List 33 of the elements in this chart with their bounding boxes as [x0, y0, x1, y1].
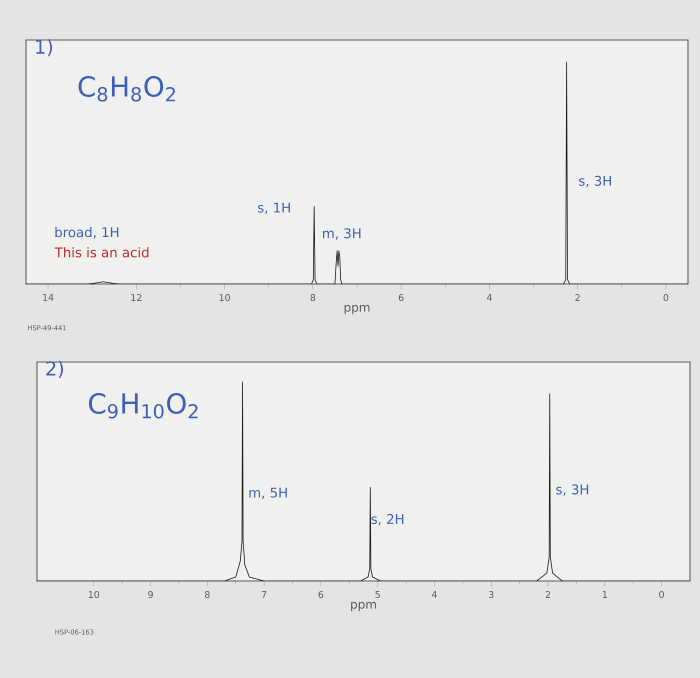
annotation: s, 3H [579, 176, 611, 188]
x-tick-label: 0 [659, 591, 664, 598]
x-tick-label: 9 [148, 591, 153, 598]
annotation: This is an acid [54, 247, 148, 258]
x-tick-label: 10 [88, 591, 100, 598]
x-tick-label: 5 [375, 591, 380, 598]
x-tick-label: 0 [664, 294, 668, 302]
annotation: m, 3H [323, 228, 360, 240]
x-tick-label: 4 [432, 591, 437, 598]
x-tick-label: 6 [398, 294, 404, 302]
chart-subtitle: C$_{8}$H$_{8}$O$_{2}$ [78, 76, 175, 102]
x-axis-title: ppm [351, 602, 376, 612]
chart-title: 1) [36, 39, 52, 56]
chart-subtitle: C$_{9}$H$_{10}$O$_{2}$ [88, 393, 198, 419]
x-tick-label: 2 [546, 591, 550, 598]
x-tick-label: 4 [486, 294, 492, 301]
x-tick-label: 8 [205, 591, 210, 598]
annotation: s, 2H [371, 514, 404, 526]
x-tick-label: 3 [489, 591, 494, 598]
x-tick-label: 6 [318, 591, 324, 598]
x-tick-label: 12 [131, 294, 142, 301]
x-tick-label: 7 [262, 591, 266, 598]
annotation: s, 3H [556, 484, 588, 496]
x-tick-label: 10 [220, 294, 230, 302]
x-tick-label: 1 [602, 591, 607, 598]
annotation: s, 1H [258, 202, 290, 214]
annotation: m, 5H [249, 488, 287, 500]
x-tick-label: 14 [43, 294, 54, 301]
x-tick-label: 2 [575, 294, 580, 301]
x-axis-title: ppm [344, 304, 370, 314]
annotation: broad, 1H [55, 226, 118, 239]
x-tick-label: 8 [310, 294, 316, 302]
chart-title: 2) [46, 360, 64, 378]
